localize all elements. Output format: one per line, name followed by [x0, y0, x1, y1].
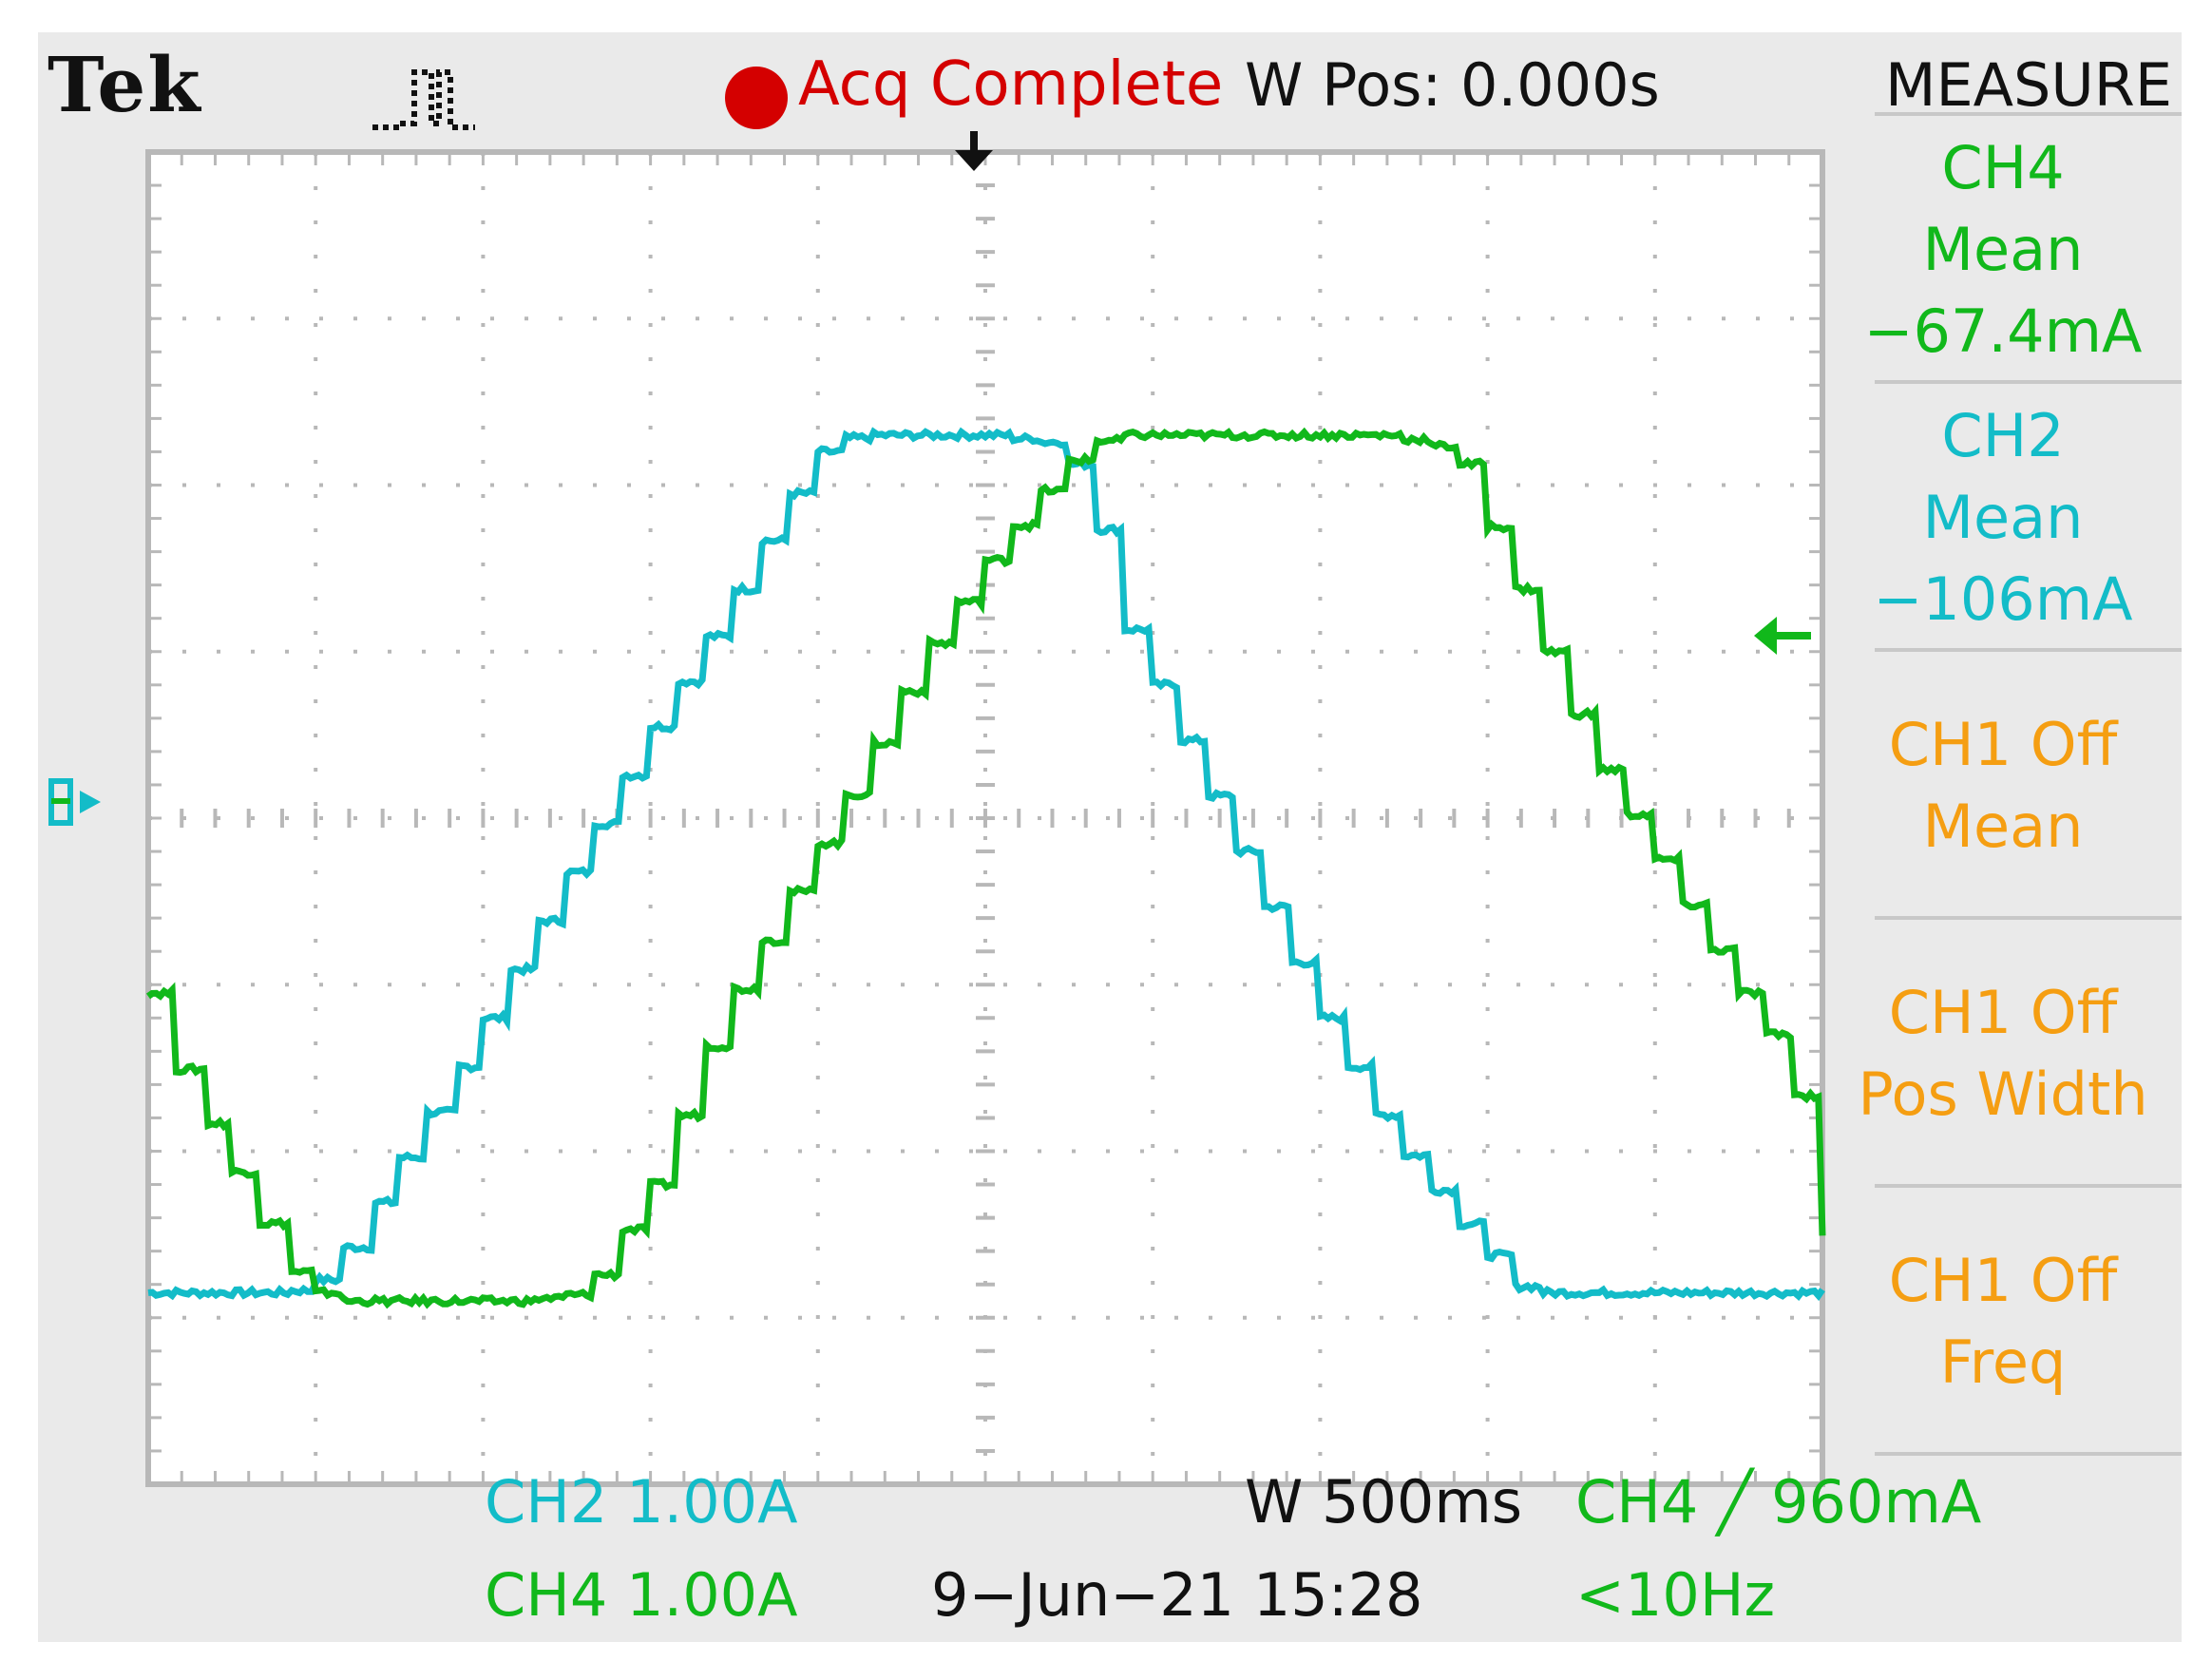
divider: [1875, 112, 2182, 116]
measure-type: Mean: [1922, 792, 2084, 861]
ch2-scale: CH2 1.00A: [485, 1467, 798, 1537]
measure-source: CH2: [1941, 401, 2065, 470]
measure-type: Mean: [1922, 215, 2084, 284]
pulse-waveform-icon: [372, 69, 475, 130]
measure-type: Freq: [1939, 1327, 2067, 1397]
ch2-ground-marker-icon: [48, 778, 101, 826]
divider: [1875, 1452, 2182, 1456]
trigger-readout: CH4 ╱ 960mA: [1575, 1467, 1982, 1537]
measure-ch2-mean[interactable]: CH2 Mean −106mA: [1832, 390, 2174, 646]
trigger-position-marker-icon: [955, 131, 993, 171]
trace-ch4: [145, 427, 1826, 1309]
measure-source: CH4: [1941, 133, 2065, 202]
horizontal-position: W Pos: 0.000s: [1245, 49, 1660, 120]
measure-source: CH1 Off: [1888, 1246, 2118, 1315]
divider: [1875, 916, 2182, 920]
divider: [1875, 380, 2182, 384]
measure-value: −106mA: [1873, 564, 2133, 634]
divider: [1875, 648, 2182, 652]
measure-title: MEASURE: [1884, 49, 2173, 120]
divider: [1875, 1184, 2182, 1188]
date-time: 9−Jun−21 15:28: [931, 1560, 1423, 1630]
measure-type: Pos Width: [1858, 1060, 2148, 1129]
brand-logo: Tek: [48, 40, 202, 129]
acq-status: Acq Complete: [798, 49, 1224, 120]
measure-panel: CH4 Mean −67.4mA CH2 Mean −106mA CH1 Off…: [1832, 32, 2182, 1503]
measure-value: −67.4mA: [1863, 296, 2143, 366]
measure-ch4-mean[interactable]: CH4 Mean −67.4mA: [1832, 122, 2174, 378]
measure-source: CH1 Off: [1888, 710, 2118, 779]
ch4-scale: CH4 1.00A: [485, 1560, 798, 1630]
measure-type: Mean: [1922, 483, 2084, 552]
trigger-level-marker-icon: [1754, 617, 1811, 655]
trace-ch2: [147, 427, 1825, 1302]
measure-ch1-pos-width[interactable]: CH1 Off Pos Width: [1832, 926, 2174, 1182]
timebase: W 500ms: [1245, 1467, 1523, 1537]
measure-source: CH1 Off: [1888, 978, 2118, 1047]
measure-ch1-freq[interactable]: CH1 Off Freq: [1832, 1193, 2174, 1450]
waveform-display: [145, 149, 1826, 1487]
trigger-frequency: <10Hz: [1575, 1560, 1776, 1630]
traces: [145, 427, 1826, 1309]
measure-ch1-mean[interactable]: CH1 Off Mean: [1832, 658, 2174, 914]
acquisition-status-icon: [708, 42, 795, 129]
scope-screen: Tek Acq Complete W Pos: 0.000s MEASURE C…: [38, 32, 2182, 1642]
